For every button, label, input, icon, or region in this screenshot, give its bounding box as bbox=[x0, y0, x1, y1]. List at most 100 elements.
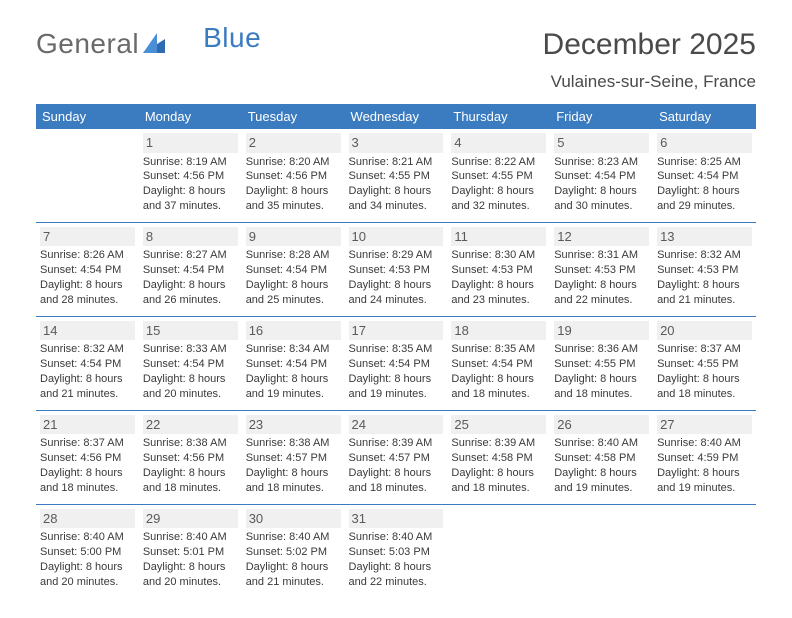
sunrise-line: Sunrise: 8:35 AM bbox=[451, 342, 546, 357]
sunset-line: Sunset: 4:55 PM bbox=[451, 169, 546, 184]
sunset-line: Sunset: 4:53 PM bbox=[554, 263, 649, 278]
calendar-table: Sunday Monday Tuesday Wednesday Thursday… bbox=[36, 104, 756, 598]
calendar-day-cell: 9Sunrise: 8:28 AMSunset: 4:54 PMDaylight… bbox=[242, 222, 345, 316]
sunrise-line: Sunrise: 8:27 AM bbox=[143, 248, 238, 263]
calendar-day-cell: 2Sunrise: 8:20 AMSunset: 4:56 PMDaylight… bbox=[242, 129, 345, 222]
sunrise-line: Sunrise: 8:19 AM bbox=[143, 155, 238, 170]
calendar-header: Sunday Monday Tuesday Wednesday Thursday… bbox=[36, 104, 756, 129]
daylight-line: Daylight: 8 hours and 19 minutes. bbox=[349, 372, 444, 402]
sunrise-line: Sunrise: 8:29 AM bbox=[349, 248, 444, 263]
calendar-day-cell: 31Sunrise: 8:40 AMSunset: 5:03 PMDayligh… bbox=[345, 504, 448, 597]
sunrise-line: Sunrise: 8:40 AM bbox=[657, 436, 752, 451]
calendar-day-cell: 14Sunrise: 8:32 AMSunset: 4:54 PMDayligh… bbox=[36, 316, 139, 410]
day-number: 4 bbox=[451, 133, 546, 153]
calendar-day-cell: 18Sunrise: 8:35 AMSunset: 4:54 PMDayligh… bbox=[447, 316, 550, 410]
calendar-day-cell: 16Sunrise: 8:34 AMSunset: 4:54 PMDayligh… bbox=[242, 316, 345, 410]
sunrise-line: Sunrise: 8:40 AM bbox=[40, 530, 135, 545]
day-number: 26 bbox=[554, 415, 649, 435]
day-number: 16 bbox=[246, 321, 341, 341]
sunrise-line: Sunrise: 8:40 AM bbox=[246, 530, 341, 545]
sunset-line: Sunset: 4:53 PM bbox=[451, 263, 546, 278]
calendar-day-cell: 10Sunrise: 8:29 AMSunset: 4:53 PMDayligh… bbox=[345, 222, 448, 316]
sunset-line: Sunset: 4:54 PM bbox=[246, 357, 341, 372]
calendar-day-cell: 23Sunrise: 8:38 AMSunset: 4:57 PMDayligh… bbox=[242, 410, 345, 504]
sunset-line: Sunset: 4:54 PM bbox=[40, 357, 135, 372]
weekday-header: Saturday bbox=[653, 104, 756, 129]
daylight-line: Daylight: 8 hours and 35 minutes. bbox=[246, 184, 341, 214]
day-number: 2 bbox=[246, 133, 341, 153]
sunrise-line: Sunrise: 8:38 AM bbox=[143, 436, 238, 451]
daylight-line: Daylight: 8 hours and 23 minutes. bbox=[451, 278, 546, 308]
calendar-week-row: 7Sunrise: 8:26 AMSunset: 4:54 PMDaylight… bbox=[36, 222, 756, 316]
sunset-line: Sunset: 4:53 PM bbox=[349, 263, 444, 278]
calendar-week-row: 1Sunrise: 8:19 AMSunset: 4:56 PMDaylight… bbox=[36, 129, 756, 222]
daylight-line: Daylight: 8 hours and 18 minutes. bbox=[451, 466, 546, 496]
weekday-header: Monday bbox=[139, 104, 242, 129]
sunset-line: Sunset: 4:58 PM bbox=[554, 451, 649, 466]
calendar-day-cell: 15Sunrise: 8:33 AMSunset: 4:54 PMDayligh… bbox=[139, 316, 242, 410]
sunrise-line: Sunrise: 8:28 AM bbox=[246, 248, 341, 263]
logo: General Blue bbox=[36, 28, 261, 60]
weekday-header: Thursday bbox=[447, 104, 550, 129]
daylight-line: Daylight: 8 hours and 24 minutes. bbox=[349, 278, 444, 308]
sunset-line: Sunset: 4:54 PM bbox=[143, 357, 238, 372]
calendar-day-cell: 4Sunrise: 8:22 AMSunset: 4:55 PMDaylight… bbox=[447, 129, 550, 222]
calendar-day-cell: 30Sunrise: 8:40 AMSunset: 5:02 PMDayligh… bbox=[242, 504, 345, 597]
sunset-line: Sunset: 4:55 PM bbox=[554, 357, 649, 372]
day-number: 23 bbox=[246, 415, 341, 435]
calendar-day-cell bbox=[653, 504, 756, 597]
daylight-line: Daylight: 8 hours and 37 minutes. bbox=[143, 184, 238, 214]
weekday-header: Friday bbox=[550, 104, 653, 129]
sunset-line: Sunset: 4:54 PM bbox=[143, 263, 238, 278]
sunrise-line: Sunrise: 8:40 AM bbox=[554, 436, 649, 451]
logo-text-general: General bbox=[36, 28, 139, 60]
sunrise-line: Sunrise: 8:32 AM bbox=[40, 342, 135, 357]
daylight-line: Daylight: 8 hours and 34 minutes. bbox=[349, 184, 444, 214]
daylight-line: Daylight: 8 hours and 19 minutes. bbox=[657, 466, 752, 496]
sunrise-line: Sunrise: 8:35 AM bbox=[349, 342, 444, 357]
sunrise-line: Sunrise: 8:32 AM bbox=[657, 248, 752, 263]
sunrise-line: Sunrise: 8:33 AM bbox=[143, 342, 238, 357]
day-number: 1 bbox=[143, 133, 238, 153]
calendar-day-cell: 8Sunrise: 8:27 AMSunset: 4:54 PMDaylight… bbox=[139, 222, 242, 316]
daylight-line: Daylight: 8 hours and 18 minutes. bbox=[657, 372, 752, 402]
daylight-line: Daylight: 8 hours and 20 minutes. bbox=[143, 372, 238, 402]
daylight-line: Daylight: 8 hours and 18 minutes. bbox=[246, 466, 341, 496]
sunrise-line: Sunrise: 8:26 AM bbox=[40, 248, 135, 263]
sunrise-line: Sunrise: 8:31 AM bbox=[554, 248, 649, 263]
daylight-line: Daylight: 8 hours and 26 minutes. bbox=[143, 278, 238, 308]
calendar-day-cell: 20Sunrise: 8:37 AMSunset: 4:55 PMDayligh… bbox=[653, 316, 756, 410]
daylight-line: Daylight: 8 hours and 20 minutes. bbox=[143, 560, 238, 590]
day-number: 7 bbox=[40, 227, 135, 247]
day-number: 9 bbox=[246, 227, 341, 247]
logo-text-blue: Blue bbox=[203, 22, 261, 54]
calendar-day-cell: 3Sunrise: 8:21 AMSunset: 4:55 PMDaylight… bbox=[345, 129, 448, 222]
day-number: 29 bbox=[143, 509, 238, 529]
calendar-day-cell: 1Sunrise: 8:19 AMSunset: 4:56 PMDaylight… bbox=[139, 129, 242, 222]
sunset-line: Sunset: 4:54 PM bbox=[40, 263, 135, 278]
sunset-line: Sunset: 4:56 PM bbox=[40, 451, 135, 466]
daylight-line: Daylight: 8 hours and 28 minutes. bbox=[40, 278, 135, 308]
calendar-day-cell: 19Sunrise: 8:36 AMSunset: 4:55 PMDayligh… bbox=[550, 316, 653, 410]
day-number: 19 bbox=[554, 321, 649, 341]
weekday-header: Wednesday bbox=[345, 104, 448, 129]
calendar-day-cell: 22Sunrise: 8:38 AMSunset: 4:56 PMDayligh… bbox=[139, 410, 242, 504]
sunset-line: Sunset: 4:59 PM bbox=[657, 451, 752, 466]
calendar-week-row: 14Sunrise: 8:32 AMSunset: 4:54 PMDayligh… bbox=[36, 316, 756, 410]
sunset-line: Sunset: 4:54 PM bbox=[451, 357, 546, 372]
daylight-line: Daylight: 8 hours and 21 minutes. bbox=[246, 560, 341, 590]
calendar-day-cell: 6Sunrise: 8:25 AMSunset: 4:54 PMDaylight… bbox=[653, 129, 756, 222]
sunset-line: Sunset: 4:53 PM bbox=[657, 263, 752, 278]
daylight-line: Daylight: 8 hours and 18 minutes. bbox=[349, 466, 444, 496]
calendar-day-cell: 28Sunrise: 8:40 AMSunset: 5:00 PMDayligh… bbox=[36, 504, 139, 597]
sunrise-line: Sunrise: 8:40 AM bbox=[143, 530, 238, 545]
calendar-day-cell: 13Sunrise: 8:32 AMSunset: 4:53 PMDayligh… bbox=[653, 222, 756, 316]
day-number: 21 bbox=[40, 415, 135, 435]
day-number: 8 bbox=[143, 227, 238, 247]
sunset-line: Sunset: 4:54 PM bbox=[246, 263, 341, 278]
day-number: 27 bbox=[657, 415, 752, 435]
sunset-line: Sunset: 4:54 PM bbox=[657, 169, 752, 184]
calendar-day-cell: 7Sunrise: 8:26 AMSunset: 4:54 PMDaylight… bbox=[36, 222, 139, 316]
daylight-line: Daylight: 8 hours and 18 minutes. bbox=[554, 372, 649, 402]
sunset-line: Sunset: 5:02 PM bbox=[246, 545, 341, 560]
